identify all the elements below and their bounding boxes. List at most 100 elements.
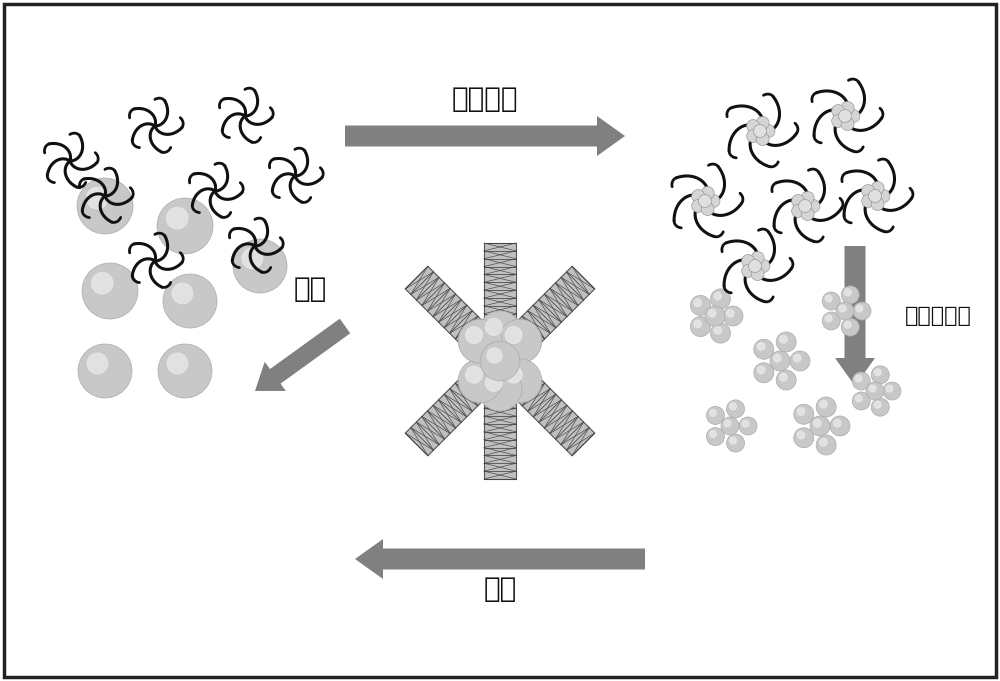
Circle shape bbox=[871, 398, 889, 416]
Circle shape bbox=[830, 416, 850, 436]
Circle shape bbox=[294, 174, 296, 178]
Circle shape bbox=[721, 417, 739, 435]
FancyArrow shape bbox=[355, 539, 645, 579]
Circle shape bbox=[792, 195, 805, 208]
Circle shape bbox=[871, 366, 889, 384]
Circle shape bbox=[714, 292, 722, 300]
Polygon shape bbox=[484, 369, 516, 479]
Circle shape bbox=[154, 125, 156, 127]
Circle shape bbox=[886, 385, 893, 392]
Circle shape bbox=[794, 428, 814, 447]
Circle shape bbox=[92, 272, 113, 294]
Circle shape bbox=[694, 299, 701, 306]
Circle shape bbox=[157, 198, 213, 254]
Circle shape bbox=[458, 359, 502, 402]
FancyArrow shape bbox=[835, 246, 875, 386]
Circle shape bbox=[883, 382, 901, 400]
Circle shape bbox=[793, 354, 801, 362]
Circle shape bbox=[871, 181, 884, 195]
Text: 化学吸附: 化学吸附 bbox=[452, 85, 518, 113]
Text: 氧化热处理: 氧化热处理 bbox=[905, 306, 972, 326]
Polygon shape bbox=[494, 355, 595, 456]
Circle shape bbox=[68, 159, 72, 163]
Circle shape bbox=[692, 189, 705, 202]
Circle shape bbox=[466, 327, 482, 343]
Circle shape bbox=[480, 341, 520, 381]
Circle shape bbox=[874, 369, 881, 376]
Circle shape bbox=[167, 208, 188, 229]
Circle shape bbox=[747, 129, 760, 142]
FancyArrow shape bbox=[345, 116, 625, 156]
Circle shape bbox=[754, 363, 774, 383]
Circle shape bbox=[855, 375, 862, 382]
Circle shape bbox=[832, 104, 845, 118]
Circle shape bbox=[797, 431, 805, 439]
Circle shape bbox=[822, 292, 840, 310]
Circle shape bbox=[801, 208, 814, 221]
Circle shape bbox=[739, 417, 757, 435]
Circle shape bbox=[478, 367, 522, 411]
Circle shape bbox=[724, 420, 731, 427]
Circle shape bbox=[822, 312, 840, 330]
Circle shape bbox=[498, 359, 542, 402]
Circle shape bbox=[841, 318, 859, 336]
Circle shape bbox=[690, 296, 710, 315]
Circle shape bbox=[154, 259, 156, 262]
Circle shape bbox=[705, 306, 725, 326]
Circle shape bbox=[711, 289, 731, 309]
Circle shape bbox=[799, 200, 812, 212]
Circle shape bbox=[754, 339, 774, 360]
Circle shape bbox=[87, 187, 108, 209]
Circle shape bbox=[711, 323, 731, 343]
Circle shape bbox=[844, 321, 851, 328]
Circle shape bbox=[757, 366, 765, 374]
Circle shape bbox=[794, 405, 814, 424]
Circle shape bbox=[820, 439, 827, 446]
Circle shape bbox=[780, 373, 787, 381]
Circle shape bbox=[498, 319, 542, 363]
Circle shape bbox=[478, 311, 522, 355]
Circle shape bbox=[756, 133, 769, 146]
Circle shape bbox=[751, 268, 764, 281]
Circle shape bbox=[742, 420, 749, 427]
Circle shape bbox=[862, 195, 875, 208]
Circle shape bbox=[874, 401, 881, 408]
Circle shape bbox=[244, 114, 247, 118]
Circle shape bbox=[856, 305, 863, 312]
Circle shape bbox=[816, 397, 836, 417]
Circle shape bbox=[233, 239, 287, 293]
Circle shape bbox=[727, 434, 745, 452]
Circle shape bbox=[839, 305, 846, 312]
Circle shape bbox=[730, 437, 736, 444]
Polygon shape bbox=[405, 266, 506, 366]
Circle shape bbox=[780, 335, 787, 343]
Polygon shape bbox=[494, 266, 595, 366]
FancyArrow shape bbox=[255, 319, 350, 391]
Circle shape bbox=[770, 351, 790, 371]
Polygon shape bbox=[484, 243, 516, 353]
Circle shape bbox=[742, 264, 755, 277]
Circle shape bbox=[158, 344, 212, 398]
Circle shape bbox=[214, 189, 216, 193]
Polygon shape bbox=[405, 355, 506, 456]
Circle shape bbox=[730, 403, 736, 410]
Circle shape bbox=[862, 185, 875, 197]
Circle shape bbox=[833, 419, 841, 427]
Circle shape bbox=[694, 320, 701, 328]
Circle shape bbox=[813, 419, 821, 427]
Circle shape bbox=[790, 351, 810, 371]
Circle shape bbox=[841, 101, 854, 114]
Circle shape bbox=[82, 263, 138, 319]
Circle shape bbox=[838, 110, 852, 123]
Circle shape bbox=[866, 382, 884, 400]
Circle shape bbox=[726, 309, 734, 317]
Circle shape bbox=[706, 407, 724, 424]
Circle shape bbox=[78, 344, 132, 398]
Circle shape bbox=[841, 118, 854, 131]
Circle shape bbox=[844, 289, 851, 296]
Circle shape bbox=[869, 385, 876, 392]
Circle shape bbox=[832, 114, 845, 127]
Circle shape bbox=[836, 302, 854, 320]
Circle shape bbox=[773, 354, 781, 362]
Circle shape bbox=[776, 332, 796, 352]
